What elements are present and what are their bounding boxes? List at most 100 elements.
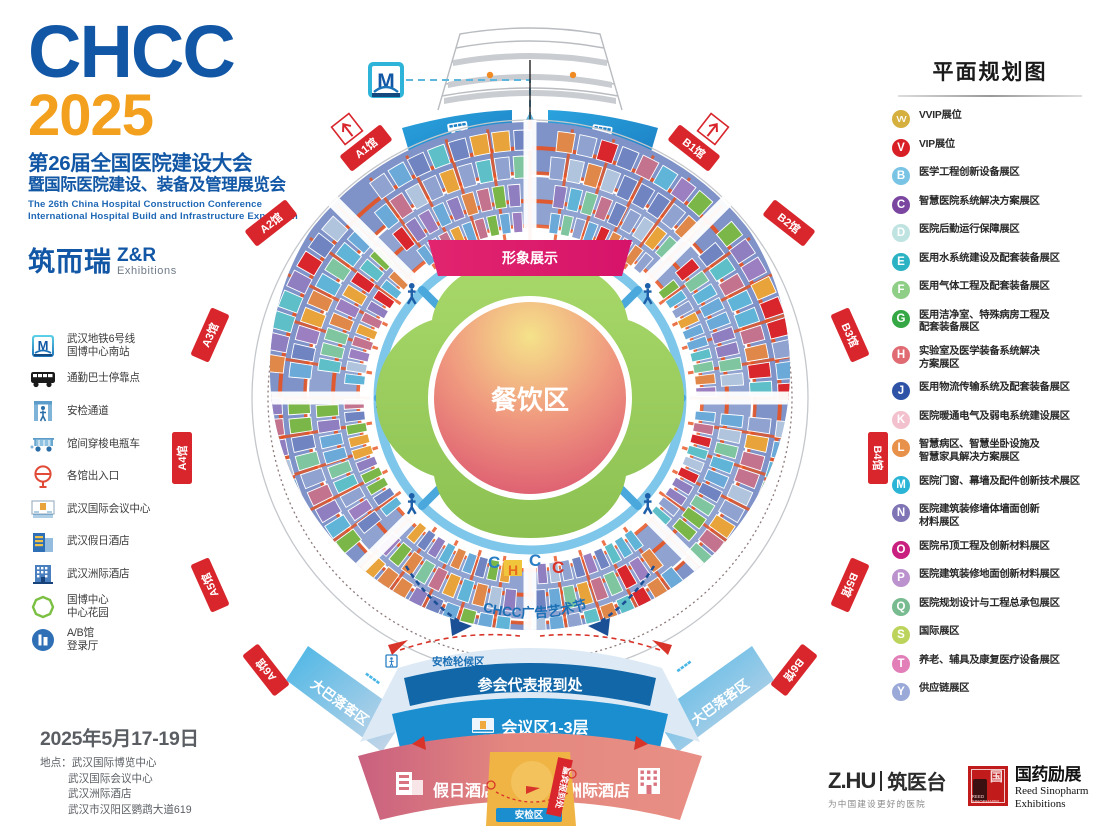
booth-cell[interactable]	[689, 347, 713, 363]
booth-cell[interactable]	[681, 506, 707, 530]
booth-cell[interactable]	[314, 272, 343, 298]
booth-cell[interactable]	[579, 190, 599, 217]
booth-cell[interactable]	[286, 269, 313, 295]
booth-cell[interactable]	[491, 130, 512, 154]
booth-cell[interactable]	[602, 570, 624, 597]
legend-zone-s[interactable]: S 国际展区	[892, 626, 1088, 645]
booth-cell[interactable]	[599, 167, 622, 195]
booth-cell[interactable]	[471, 582, 489, 608]
booth-cell[interactable]	[739, 324, 766, 346]
booth-cell[interactable]	[269, 458, 295, 482]
booth-cell[interactable]	[623, 244, 644, 267]
hall-label-A5[interactable]: A5馆	[190, 557, 229, 613]
booth-cell[interactable]	[456, 162, 478, 189]
hall-label-B6[interactable]: B6馆	[770, 643, 818, 696]
booth-cell[interactable]	[319, 432, 345, 450]
booth-cell[interactable]	[566, 187, 584, 213]
booth-cell[interactable]	[664, 289, 688, 310]
booth-cell[interactable]	[449, 547, 468, 571]
legend-zone-v[interactable]: V VIP展位	[892, 138, 1088, 157]
booth-cell[interactable]	[643, 225, 668, 252]
booth-cell[interactable]	[764, 460, 790, 484]
booth-cell[interactable]	[339, 486, 366, 509]
booth-cell[interactable]	[694, 373, 716, 386]
booth-cell[interactable]	[379, 279, 403, 300]
booth-cell[interactable]	[703, 468, 730, 490]
booth-cell[interactable]	[548, 615, 567, 639]
booth-cell[interactable]	[422, 624, 447, 650]
booth-cell[interactable]	[365, 593, 392, 621]
booth-cell[interactable]	[473, 555, 489, 579]
booth-cell[interactable]	[324, 256, 352, 283]
booth-cell[interactable]	[306, 483, 334, 507]
booth-cell[interactable]	[739, 450, 766, 472]
booth-cell[interactable]	[571, 555, 587, 579]
booth-cell[interactable]	[290, 433, 317, 453]
booth-cell[interactable]	[447, 137, 471, 163]
booth-cell[interactable]	[360, 466, 384, 485]
booth-cell[interactable]	[421, 174, 445, 202]
booth-cell[interactable]	[315, 404, 340, 419]
booth-cell[interactable]	[372, 486, 396, 507]
booth-cell[interactable]	[708, 256, 736, 283]
booth-cell[interactable]	[548, 212, 562, 235]
legend-zone-d[interactable]: D 医院后勤运行保障展区	[892, 224, 1088, 242]
hall-label-A2[interactable]: A2馆	[244, 199, 297, 247]
booth-cell[interactable]	[263, 418, 286, 439]
booth-cell[interactable]	[426, 535, 447, 559]
booth-cell[interactable]	[708, 455, 735, 475]
booth-cell[interactable]	[416, 529, 437, 552]
intercontinental-zone[interactable]: 洲际酒店	[566, 768, 660, 800]
booth-cell[interactable]	[288, 361, 313, 380]
booth-cell[interactable]	[631, 216, 655, 243]
booth-cell[interactable]	[493, 156, 512, 181]
booth-cell[interactable]	[728, 237, 757, 265]
booth-cell[interactable]	[670, 476, 695, 496]
booth-cell[interactable]	[316, 418, 342, 434]
booth-cell[interactable]	[681, 323, 705, 341]
security-area-bottom[interactable]: 安检区	[496, 808, 562, 822]
booth-cell[interactable]	[603, 541, 623, 566]
legend-zone-j[interactable]: J 医用物流传输系统及配套装备展区	[892, 382, 1088, 401]
booth-cell[interactable]	[348, 580, 376, 608]
booth-cell[interactable]	[615, 174, 639, 202]
booth-cell[interactable]	[697, 241, 726, 268]
booth-cell[interactable]	[344, 410, 366, 423]
booth-cell[interactable]	[359, 258, 385, 283]
booth-cell[interactable]	[715, 220, 744, 248]
legend-zone-y[interactable]: Y 供应链展区	[892, 683, 1088, 702]
booth-cell[interactable]	[615, 145, 640, 173]
booth-cell[interactable]	[404, 216, 428, 243]
legend-zone-b[interactable]: B 医学工程创新设备展区	[892, 167, 1088, 185]
booth-cell[interactable]	[294, 324, 321, 346]
booth-cell[interactable]	[708, 513, 736, 540]
food-court-area[interactable]	[434, 302, 626, 494]
booth-cell[interactable]	[561, 584, 579, 610]
legend-zone-o[interactable]: O 医院吊顶工程及创新材料展区	[892, 540, 1088, 559]
booth-cell[interactable]	[750, 275, 777, 301]
booth-cell[interactable]	[293, 515, 321, 542]
booth-cell[interactable]	[347, 498, 374, 522]
legend-zone-f[interactable]: F 医用气体工程及配套装备展区	[892, 281, 1088, 299]
image-display-banner[interactable]: 形象展示	[428, 240, 632, 276]
legend-zone-n[interactable]: N 医院建筑装修墙体墙面创新 材料展区	[892, 504, 1088, 530]
booth-cell[interactable]	[388, 192, 415, 220]
booth-cell[interactable]	[391, 225, 416, 252]
booth-cell[interactable]	[290, 343, 317, 363]
booth-cell[interactable]	[369, 172, 396, 200]
legend-zone-vv[interactable]: VV VVIP展位	[892, 110, 1088, 128]
floor-plan-map[interactable]: M 大巴上客区 大巴上客区 安检轮候区	[160, 0, 900, 835]
booth-cell[interactable]	[698, 296, 725, 319]
booth-cell[interactable]	[327, 459, 353, 480]
booth-cell[interactable]	[426, 143, 451, 170]
booth-cell[interactable]	[676, 311, 700, 330]
legend-zone-h[interactable]: H 实验室及医学装备系统解决 方案展区	[892, 345, 1088, 372]
booth-cell[interactable]	[565, 611, 585, 636]
legend-zone-l[interactable]: L 智慧病区、智慧坐卧设施及 智慧家具解决方案展区	[892, 439, 1088, 465]
booth-cell[interactable]	[694, 410, 716, 423]
booth-cell[interactable]	[582, 551, 599, 575]
legend-zone-t[interactable]: T 养老、辅具及康复医疗设备展区	[892, 654, 1088, 673]
booth-cell[interactable]	[628, 556, 652, 583]
booth-cell[interactable]	[559, 558, 574, 582]
booth-cell[interactable]	[441, 572, 462, 599]
